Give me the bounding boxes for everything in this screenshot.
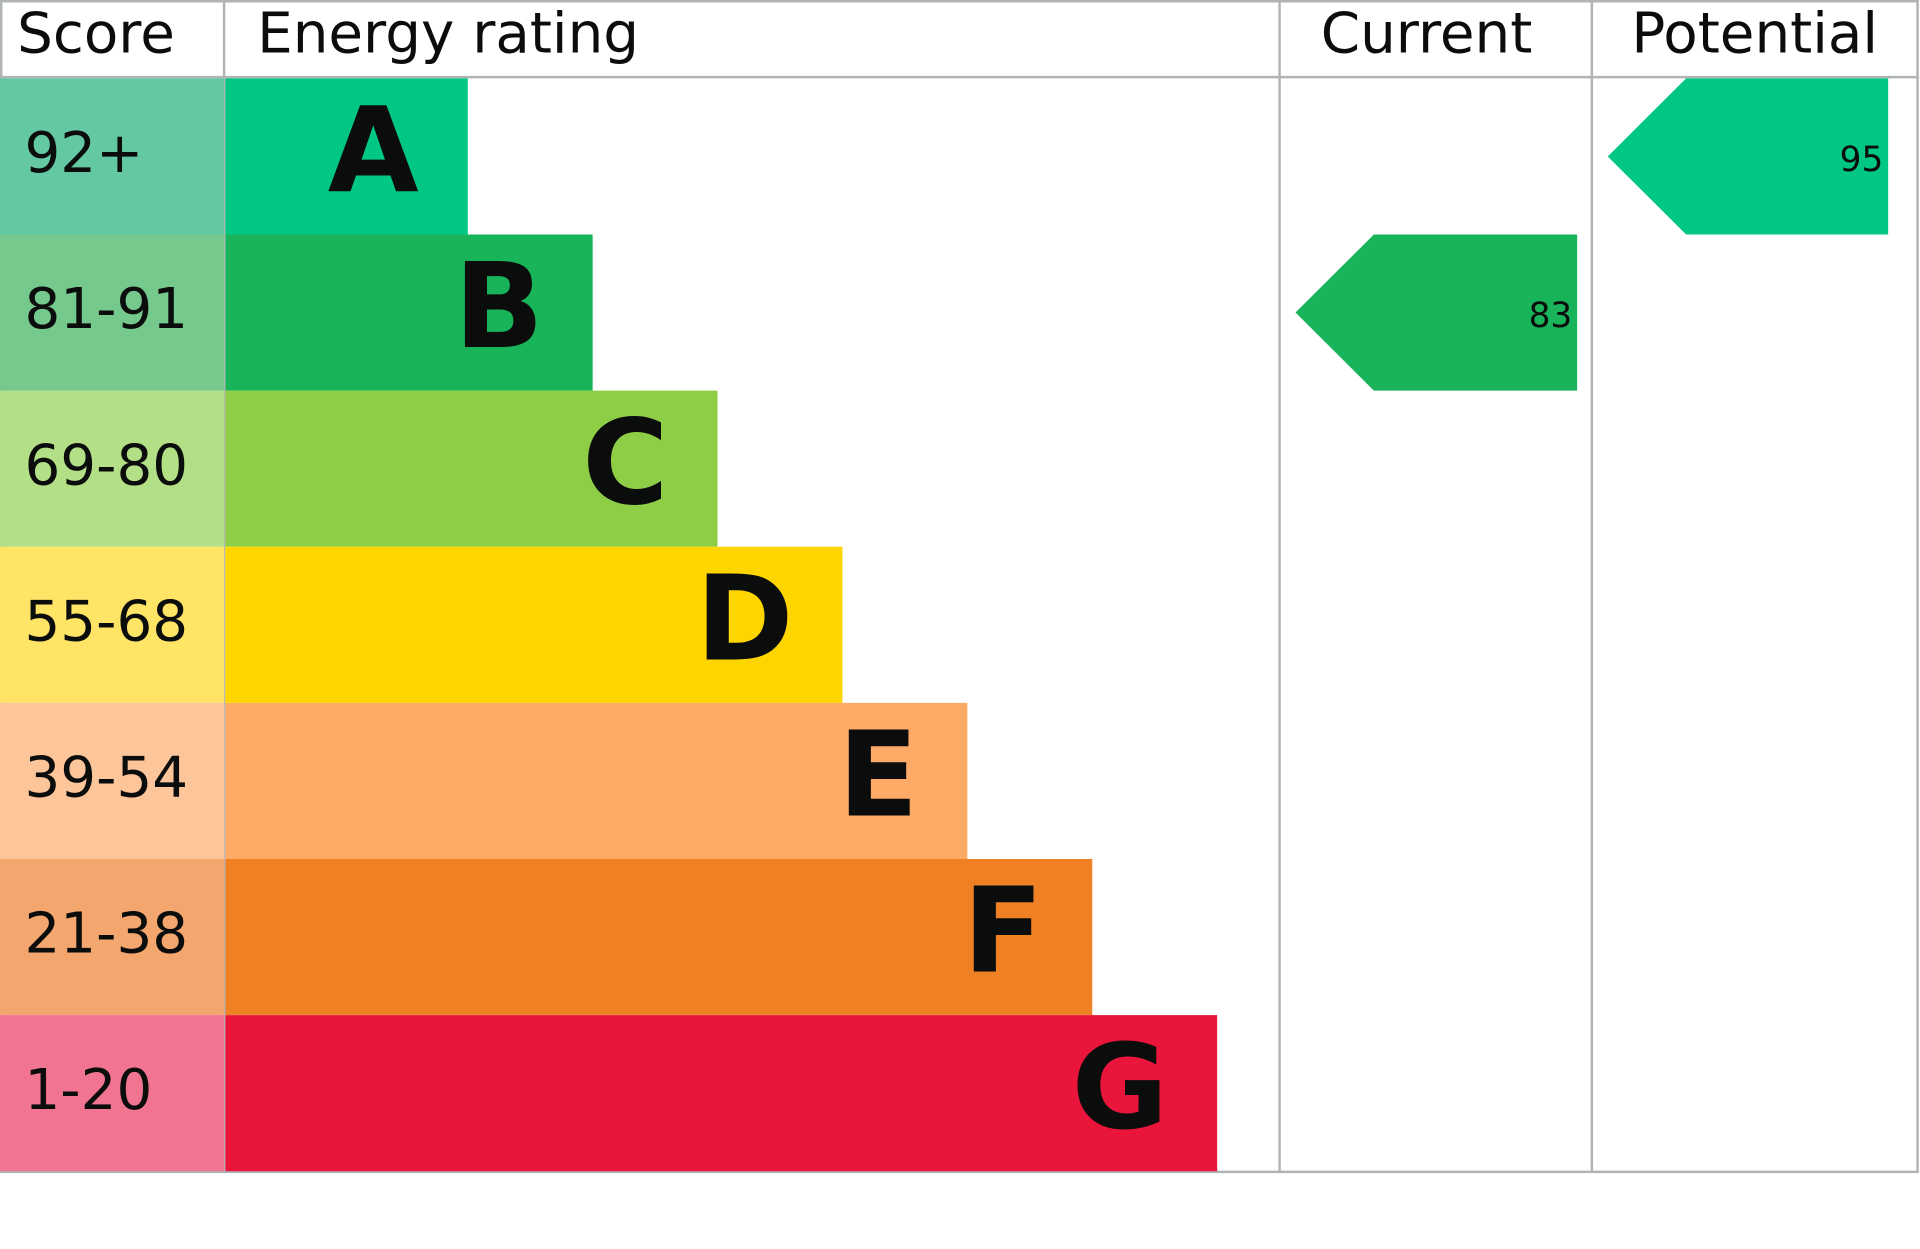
score-cell: [0, 858, 225, 1016]
rating-value: 83: [1529, 296, 1573, 336]
score-cell: [0, 546, 225, 703]
rating-arrow: [1607, 78, 1889, 235]
rating-arrow: [1295, 234, 1578, 391]
rating-letter: E: [838, 707, 918, 844]
rating-bar: [225, 546, 843, 703]
score-label: 92+: [24, 121, 143, 186]
rating-bar: [225, 1015, 1218, 1172]
header-current: Current: [1321, 1, 1533, 66]
rating-value: 95: [1840, 140, 1884, 180]
score-label: 1-20: [24, 1058, 152, 1123]
score-label: 55-68: [24, 589, 188, 654]
score-label: 81-91: [24, 277, 188, 342]
rating-letter: F: [963, 863, 1043, 1000]
score-label: 21-38: [24, 902, 188, 967]
rating-letter: G: [1072, 1019, 1168, 1156]
score-label: 69-80: [24, 433, 188, 498]
header-score: Score: [17, 1, 175, 66]
header-rating: Energy rating: [257, 1, 639, 66]
rating-bar: [225, 78, 468, 235]
rating-letter: A: [328, 82, 419, 219]
score-label: 39-54: [24, 746, 188, 811]
rating-bar: [225, 234, 593, 391]
rating-bar: [225, 390, 718, 547]
rating-letter: B: [454, 238, 544, 375]
header-potential: Potential: [1631, 1, 1878, 66]
rating-bar: [225, 858, 1093, 1016]
score-cell: [0, 702, 225, 859]
score-cell: [0, 234, 225, 391]
rating-bar: [225, 702, 968, 859]
rating-letter: D: [696, 550, 794, 687]
score-cell: [0, 390, 225, 547]
score-cell: [0, 1015, 225, 1172]
score-cell: [0, 78, 225, 235]
rating-letter: C: [582, 394, 668, 531]
